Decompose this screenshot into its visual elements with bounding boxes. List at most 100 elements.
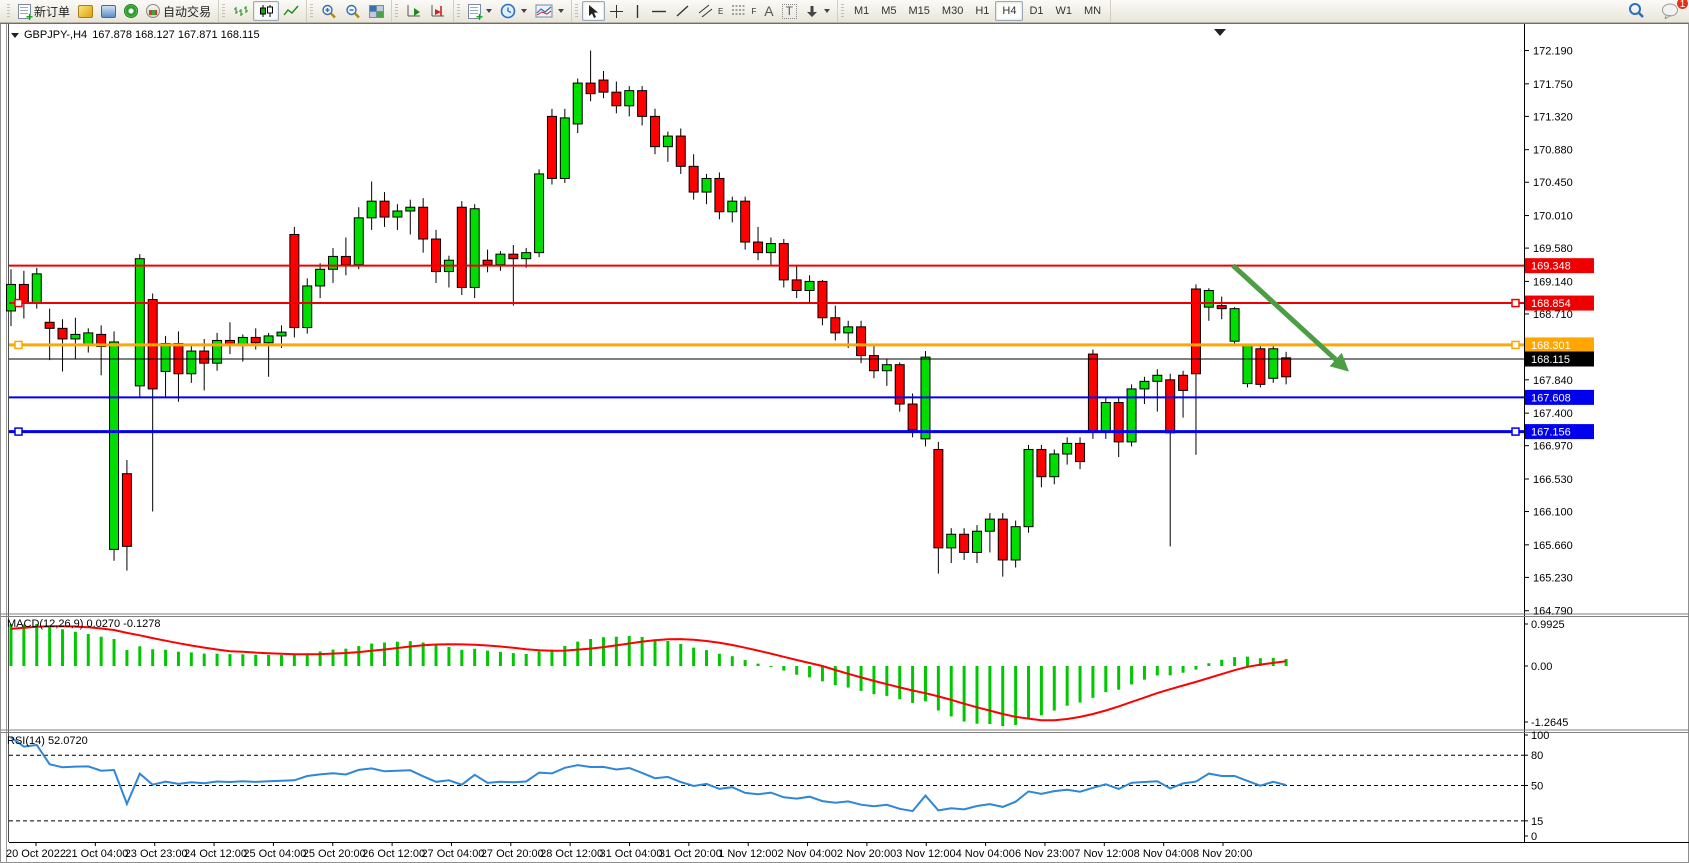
timeframe-button-MN[interactable]: MN: [1084, 5, 1102, 17]
fibonacci-tool-button[interactable]: F: [727, 1, 760, 21]
macd-histogram-bar: [151, 649, 155, 666]
time-axis-label: 3 Nov 12:00: [896, 848, 955, 860]
macd-histogram-bar: [434, 645, 438, 666]
price-axis-label: 166.530: [1533, 474, 1573, 486]
vertical-line-icon: [636, 4, 639, 18]
price-level-label: 169.348: [1531, 261, 1571, 273]
price-axis-label: 171.750: [1533, 79, 1573, 91]
crosshair-tool-button[interactable]: [605, 1, 628, 21]
line-handle: [14, 340, 23, 350]
horizontal-line-tool-button[interactable]: [647, 1, 671, 21]
zoom-in-button[interactable]: [317, 1, 341, 21]
price-axis-label: 169.580: [1533, 243, 1573, 255]
macd-histogram-bar: [383, 642, 387, 666]
candle-body: [263, 335, 274, 344]
auto-scroll-button[interactable]: [402, 1, 426, 21]
timeframe-button-W1[interactable]: W1: [1055, 5, 1073, 17]
autotrading-button[interactable]: 自动交易: [142, 1, 215, 21]
templates-dropdown[interactable]: [531, 1, 568, 21]
macd-indicator-label: MACD(12,26,9) 0.0270 -0.1278: [7, 618, 161, 630]
macd-histogram-bar: [421, 642, 425, 666]
time-axis-label: 31 Oct 04:00: [600, 848, 663, 860]
candle-body: [984, 518, 995, 532]
timeframe-button-M30[interactable]: M30: [941, 5, 964, 17]
timeframe-button-H4[interactable]: H4: [995, 1, 1024, 21]
candle-body: [997, 518, 1008, 561]
timeframe-button-M1[interactable]: M1: [853, 5, 870, 17]
toolbar-right: 1: [1623, 0, 1689, 21]
macd-histogram-bar: [911, 666, 915, 703]
macd-histogram-bar: [730, 656, 734, 666]
candle-body: [1268, 348, 1279, 379]
fibonacci-icon: [732, 5, 746, 14]
candle-body: [559, 117, 570, 179]
new-order-button[interactable]: + 新订单: [14, 1, 74, 23]
time-axis-label: 7 Nov 12:00: [1074, 848, 1133, 860]
signals-button[interactable]: [120, 1, 142, 21]
timeframe-button-M15[interactable]: M15: [908, 5, 930, 17]
macd-histogram-bar: [189, 652, 193, 666]
chart-shift-icon: [431, 5, 445, 17]
macd-histogram-bar: [48, 626, 52, 666]
macd-histogram-bar: [318, 651, 322, 666]
macd-histogram-bar: [988, 666, 992, 725]
text-label-tool-button[interactable]: T: [778, 1, 801, 21]
chart-window[interactable]: GBPJPY-,H4 167.878 168.127 167.871 168.1…: [0, 23, 1689, 863]
navigator-button[interactable]: [97, 1, 120, 21]
chart-shift-button[interactable]: [426, 1, 450, 21]
chart-canvas[interactable]: 172.190 171.750 171.320 170.880 170.450 170.0…: [1, 24, 1689, 862]
candle-body: [624, 90, 635, 107]
macd-histogram-bar: [923, 666, 927, 702]
zoom-out-button[interactable]: [341, 1, 365, 21]
candle-body: [121, 473, 132, 547]
text-tool-button[interactable]: A: [760, 1, 777, 21]
line-handle: [14, 298, 23, 308]
trendline-tool-button[interactable]: [671, 1, 694, 21]
candle-body: [830, 317, 841, 334]
horizontal-line-icon: [652, 10, 667, 12]
macd-histogram-bar: [241, 654, 245, 666]
timeframe-button-H1[interactable]: H1: [975, 5, 990, 17]
macd-histogram-bar: [1220, 659, 1224, 666]
chart-menu-triangle-icon[interactable]: [11, 32, 19, 38]
macd-histogram-bar: [1104, 666, 1108, 693]
candle-body: [160, 342, 171, 372]
macd-scale-label: 0.00: [1531, 661, 1552, 673]
autotrading-icon: [146, 4, 161, 18]
autotrading-label: 自动交易: [163, 4, 212, 19]
candle-body: [675, 135, 686, 167]
price-level-label: 167.156: [1531, 427, 1571, 439]
arrows-dropdown[interactable]: [801, 1, 834, 21]
candlestick-chart-button[interactable]: [253, 1, 280, 21]
periods-dropdown[interactable]: [496, 1, 531, 21]
macd-histogram-bar: [769, 666, 773, 667]
macd-histogram-bar: [357, 646, 361, 666]
candle-body: [186, 350, 197, 375]
vertical-line-tool-button[interactable]: [628, 1, 647, 21]
indicators-dropdown[interactable]: +: [464, 1, 496, 23]
macd-histogram-bar: [898, 666, 902, 700]
text-icon: A: [764, 2, 774, 19]
cursor-tool-button[interactable]: [582, 1, 606, 21]
macd-histogram-bar: [601, 637, 605, 666]
bar-chart-button[interactable]: [229, 1, 253, 21]
timeframe-button-M5[interactable]: M5: [881, 5, 897, 17]
toolbar-group-trade: + 新订单 自动交易: [4, 0, 220, 23]
macd-histogram-bar: [1284, 658, 1288, 666]
chat-button[interactable]: 1: [1657, 0, 1689, 21]
tile-windows-button[interactable]: [365, 1, 388, 21]
timeframe-button-D1[interactable]: D1: [1029, 5, 1044, 17]
candle-body: [727, 200, 738, 213]
macd-histogram-bar: [859, 666, 863, 691]
candle-body: [1113, 402, 1124, 443]
macd-histogram-bar: [1258, 658, 1262, 666]
candle-body: [1229, 308, 1240, 342]
macd-histogram-bar: [228, 654, 232, 666]
toolbar-group-zoom: [307, 0, 393, 22]
search-button[interactable]: [1623, 1, 1649, 21]
line-chart-button[interactable]: [279, 1, 303, 21]
channel-tool-button[interactable]: E: [694, 1, 727, 21]
candle-body: [1203, 289, 1214, 308]
market-watch-button[interactable]: [74, 1, 97, 21]
candle-body: [611, 91, 622, 107]
